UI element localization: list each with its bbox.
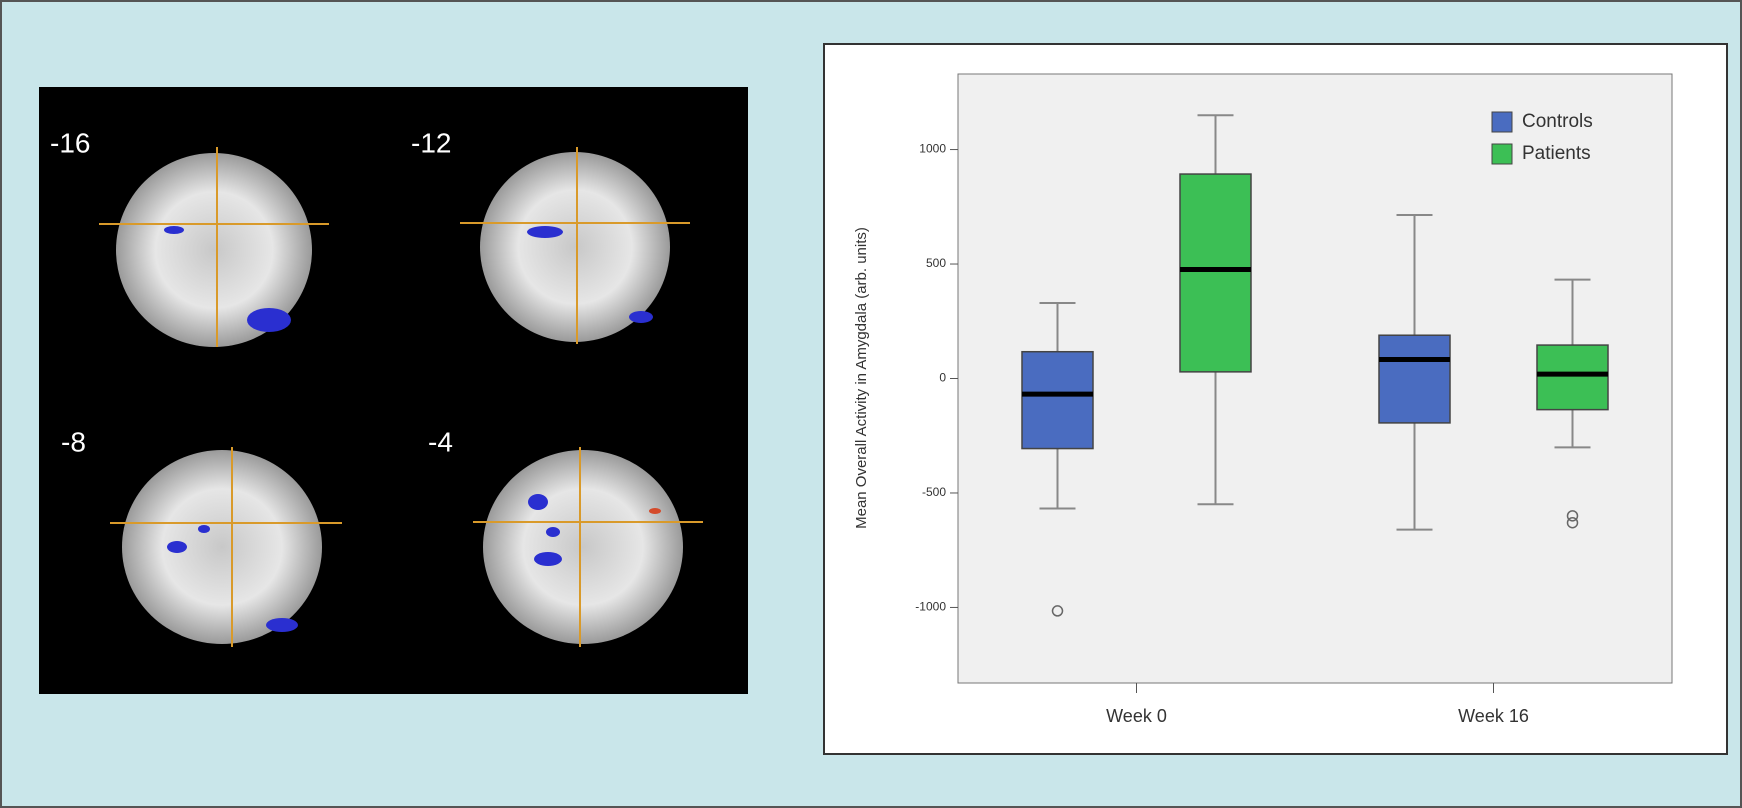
page: -16 -12 -8 -4 Mean Overall Activity in A…	[0, 0, 1742, 808]
box	[1537, 345, 1608, 410]
slice-label: -4	[428, 426, 453, 457]
y-axis-label: Mean Overall Activity in Amygdala (arb. …	[853, 227, 870, 529]
legend-label: Patients	[1522, 143, 1591, 164]
slice-label: -12	[411, 127, 451, 158]
slice-label: -16	[50, 127, 90, 158]
box	[1180, 174, 1251, 372]
legend-swatch	[1492, 112, 1512, 132]
y-tick-label: 0	[939, 371, 946, 385]
x-tick-label: Week 16	[1458, 706, 1529, 726]
y-tick-label: -1000	[915, 600, 946, 614]
legend-label: Controls	[1522, 111, 1593, 132]
box	[1379, 335, 1450, 423]
figure: -16 -12 -8 -4 Mean Overall Activity in A…	[0, 0, 1742, 808]
x-tick-label: Week 0	[1106, 706, 1167, 726]
y-tick-label: 1000	[919, 142, 946, 156]
slice-label: -8	[61, 426, 86, 457]
y-tick-label: -500	[922, 485, 946, 499]
box	[1022, 352, 1093, 449]
legend-swatch	[1492, 144, 1512, 164]
y-tick-label: 500	[926, 256, 946, 270]
